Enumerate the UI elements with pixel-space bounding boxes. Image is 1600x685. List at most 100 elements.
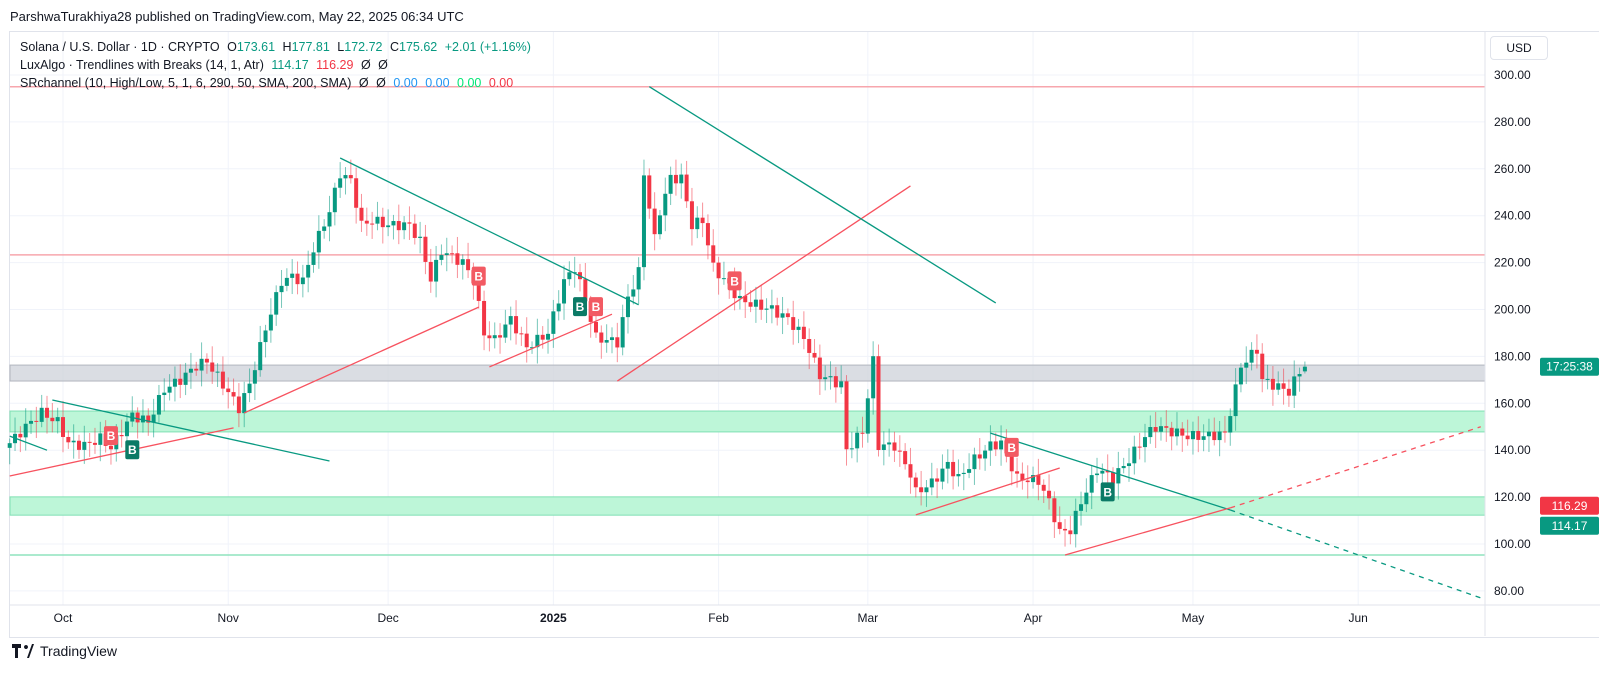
candle-body [999,440,1004,450]
indicator-value: Ø [378,58,388,72]
candle-body [620,317,625,348]
tradingview-logo[interactable]: TradingView [12,643,117,659]
candle-body [993,441,998,450]
candle-body [956,474,961,477]
candle-body [1254,349,1259,354]
candle-body [689,201,694,230]
time-tick-label: Dec [377,611,398,625]
candle-body [124,421,129,437]
candle-body [871,356,876,399]
candle-body [876,356,881,450]
candle-body [1105,470,1110,473]
price-tick-label: 180.00 [1494,349,1531,363]
candle-body [135,412,140,423]
candle-body [924,487,929,493]
candle-body [322,226,327,231]
price-tags: 17:25:38 116.29 114.17 [1540,357,1599,535]
break-marker-label: B [730,274,739,288]
candle-body [178,378,183,385]
symbol-legend: Solana / U.S. Dollar · 1D · CRYPTO O173.… [20,40,535,54]
indicator-legend-srchannel[interactable]: SRchannel (10, High/Low, 5, 1, 6, 290, 5… [20,76,517,90]
candle-body [721,278,726,280]
indicator-value: Ø [360,58,371,72]
candle-body [546,333,551,340]
indicator-value: 116.29 [316,58,354,72]
candle-body [252,370,257,384]
candle-body [407,222,412,224]
candle-body [108,445,113,450]
candle-body [716,262,721,279]
candle-body [604,340,609,343]
candle-body [519,333,524,335]
time-tick-label: Feb [708,611,729,625]
candle-body [295,273,300,285]
candle-body [807,338,812,353]
candle-body [769,305,774,309]
break-marker [1100,482,1115,502]
candle-body [412,223,417,238]
candle-body [7,443,12,448]
price-tag [1540,496,1599,515]
candle-body [1158,426,1163,432]
candle-body [386,225,391,228]
candle-body [1057,522,1062,529]
close-value: C175.62 [389,40,438,54]
candle-body [290,273,295,278]
candle-body [55,417,60,422]
candle-body [945,461,950,469]
candle-body [684,174,689,202]
candle-body [759,299,764,310]
currency-button[interactable]: USD [1490,36,1548,60]
candle-body [1052,498,1057,523]
candle-body [39,407,44,422]
candle-body [929,478,934,488]
candle-body [647,175,652,209]
candle-body [967,469,972,473]
break-marker-label: B [1007,441,1016,455]
candle-body [498,335,503,338]
candle-body [935,478,940,482]
break-marker-label: B [592,300,601,314]
candle-body [1297,374,1302,377]
low-value: L172.72 [337,40,383,54]
candle-body [897,450,902,452]
candle-body [359,207,364,221]
candle-body [753,299,758,307]
candle-body [370,223,375,225]
candle-body [1201,436,1206,440]
candle-body [855,432,860,449]
candle-body [343,175,348,179]
candle-body [1174,428,1179,437]
candle-body [599,332,604,343]
trendline [1064,507,1231,556]
candle-body [1265,378,1270,380]
candle-body [887,442,892,445]
candle-body [823,377,828,380]
candle-body [1148,427,1153,438]
candle-body [535,334,540,348]
candle-body [775,305,780,318]
candle-body [908,464,913,478]
candle-body [551,311,556,334]
candle-body [1142,437,1147,448]
candle-body [306,264,311,278]
grid [10,32,1485,605]
price-tick-label: 200.00 [1494,303,1531,317]
break-marker [589,297,603,317]
candle-body [615,337,620,348]
change-value: +2.01 (+1.16%) [444,40,531,54]
candle-body [172,378,177,387]
trendline [52,399,330,462]
indicator-legend-trendlines[interactable]: LuxAlgo · Trendlines with Breaks (14, 1,… [20,58,392,72]
candle-body [34,420,39,422]
candle-body [183,372,188,385]
candle-body [609,337,614,341]
price-tick-label: 240.00 [1494,209,1531,223]
candle-body [231,392,236,397]
price-tick-label: 220.00 [1494,256,1531,270]
candle-body [844,381,849,450]
break-marker-label: B [474,270,483,284]
candle-body [82,441,87,450]
candle-body [791,317,796,330]
